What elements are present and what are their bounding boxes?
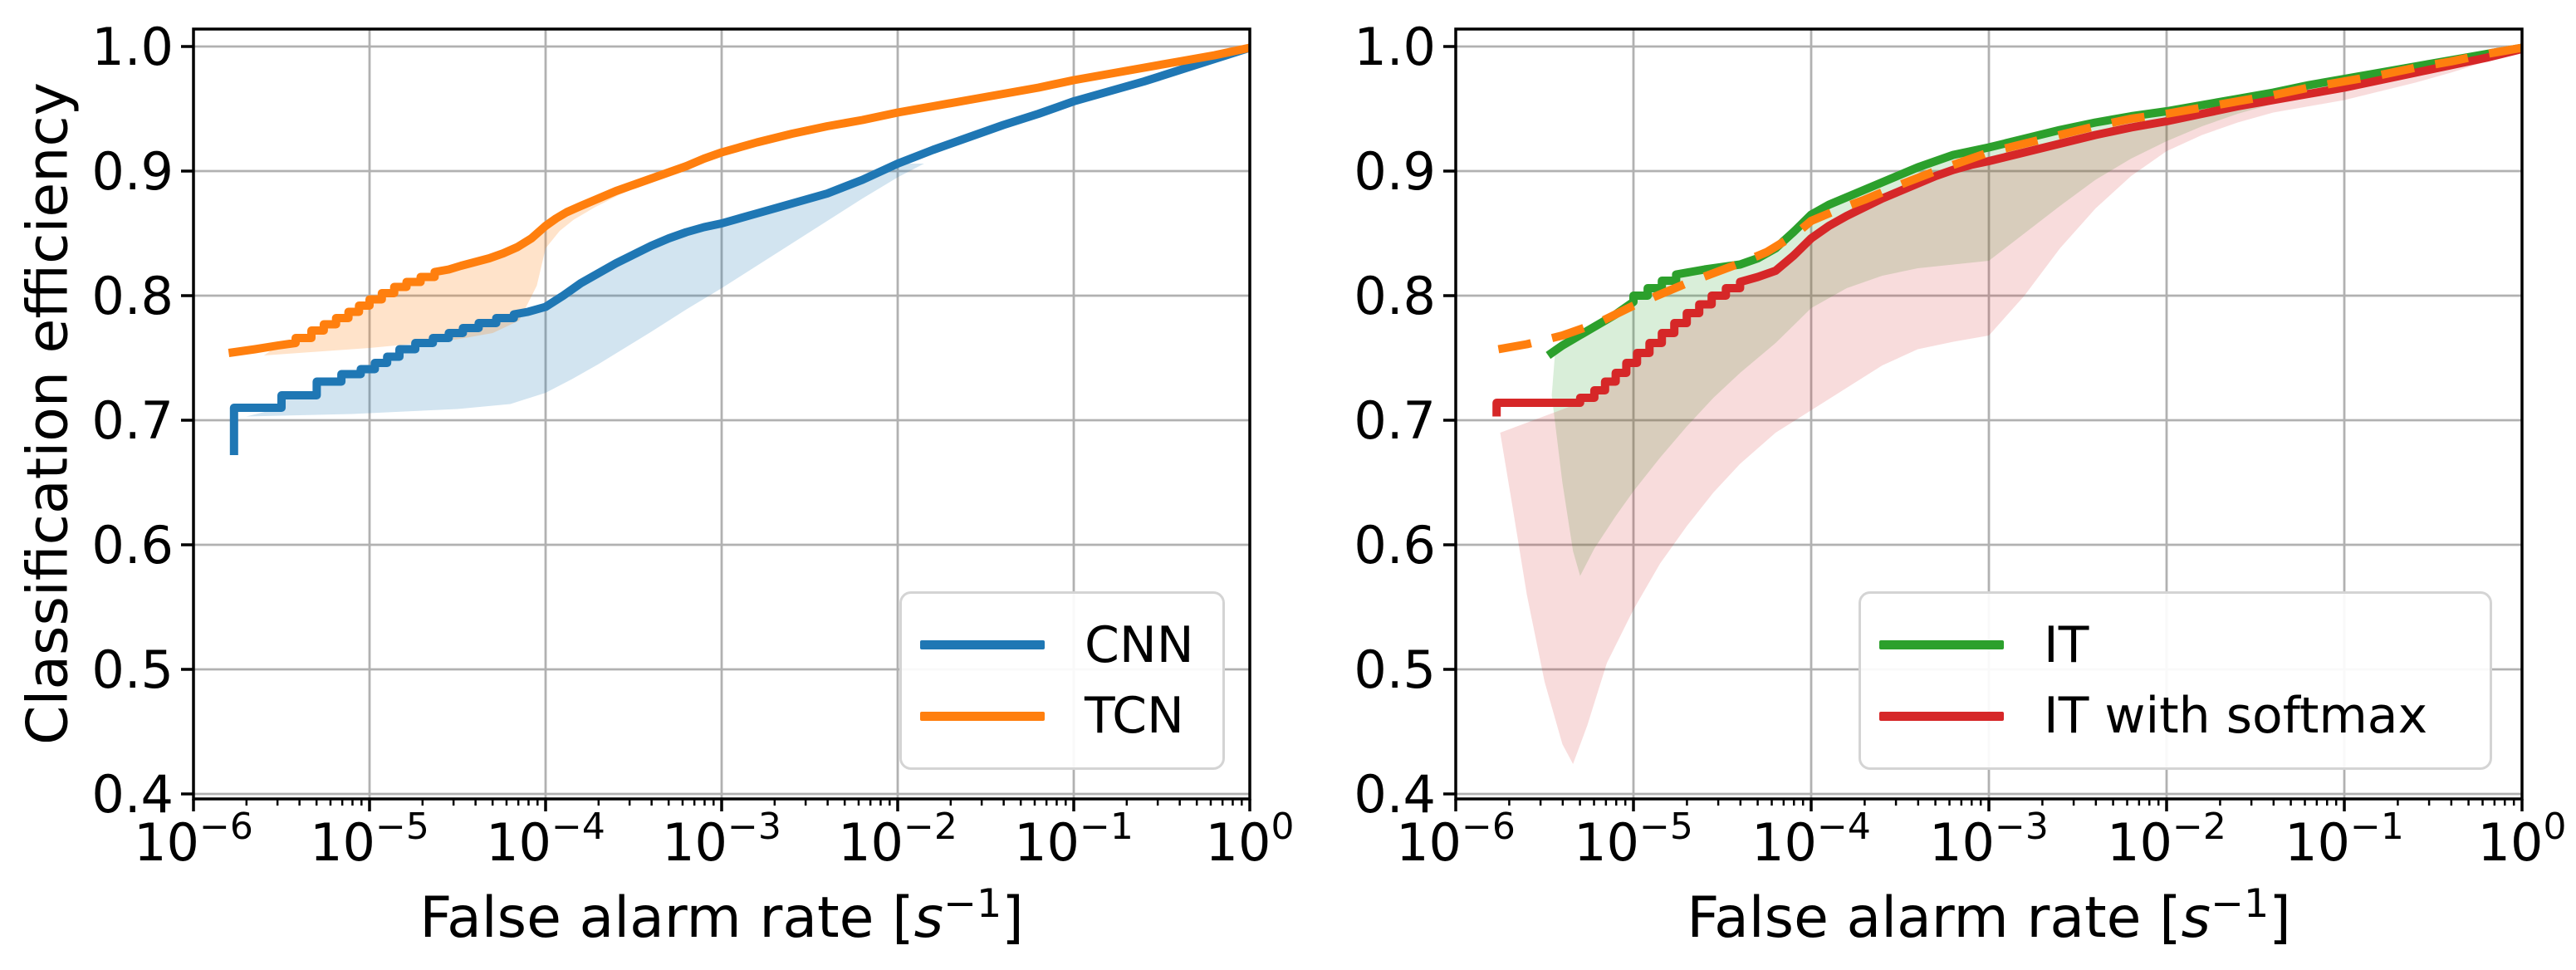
it-with-softmax-confidence-band — [1500, 49, 2522, 764]
x-axis-label-text: False alarm rate [ — [1687, 884, 2182, 951]
x-axis-label-right: False alarm rate [s−1] — [1687, 881, 2291, 951]
y-tick-label: 0.7 — [1354, 390, 1436, 451]
x-axis-label-suffix: ] — [2269, 884, 2291, 951]
y-tick-label: 0.5 — [1354, 639, 1436, 700]
x-tick-label: 100 — [1206, 806, 1295, 873]
x-tick-label: 10−3 — [662, 806, 781, 873]
legend-label-it-softmax: IT with softmax — [2044, 687, 2428, 746]
legend-entry-it: IT — [1861, 620, 2490, 670]
x-axis-label-variable: s — [913, 884, 944, 951]
y-tick-label: 0.9 — [91, 141, 174, 202]
x-axis-label-variable: s — [2181, 884, 2211, 951]
x-tick-label: 10−2 — [2107, 806, 2226, 873]
x-axis-label-left: False alarm rate [s−1] — [419, 881, 1024, 951]
y-tick-label: 0.4 — [1354, 764, 1436, 825]
it-line-sample — [1879, 640, 2004, 650]
x-tick-label: 10−5 — [1574, 806, 1693, 873]
legend-label-cnn: CNN — [1085, 615, 1194, 674]
y-tick-label: 1.0 — [1354, 17, 1436, 77]
legend-entry-it-softmax: IT with softmax — [1861, 691, 2490, 741]
cnn-curve — [229, 43, 1250, 455]
y-tick-label: 0.8 — [91, 266, 174, 326]
x-tick-label: 10−5 — [310, 806, 429, 873]
y-tick-label: 0.6 — [91, 515, 174, 576]
x-tick-label: 10−1 — [2285, 806, 2404, 873]
legend-label-it: IT — [2044, 615, 2089, 674]
x-tick-label: 10−1 — [1014, 806, 1134, 873]
y-tick-label: 0.8 — [1354, 266, 1436, 326]
y-tick-label: 0.4 — [91, 764, 174, 825]
y-axis-label: Classification efficiency — [15, 82, 81, 745]
tcn-line-sample — [920, 711, 1045, 721]
x-axis-label-text: False alarm rate [ — [419, 884, 914, 951]
dashed-orange-reference-curve — [1497, 43, 2522, 354]
x-tick-label: 10−2 — [838, 806, 957, 873]
x-tick-label: 10−6 — [1396, 806, 1516, 873]
y-tick-label: 0.5 — [91, 639, 174, 700]
tcn-confidence-band — [263, 152, 722, 355]
x-axis-label-suffix: ] — [1002, 884, 1024, 951]
x-axis-label-superscript: −1 — [943, 881, 1002, 928]
x-axis-label-superscript: −1 — [2211, 881, 2270, 928]
cnn-line-sample — [920, 640, 1045, 650]
y-tick-label: 0.6 — [1354, 515, 1436, 576]
y-tick-label: 0.7 — [91, 390, 174, 451]
it-softmax-line-sample — [1879, 711, 2004, 721]
x-tick-label: 10−4 — [1751, 806, 1871, 873]
x-tick-label: 10−4 — [486, 806, 605, 873]
y-tick-label: 0.9 — [1354, 141, 1436, 202]
x-tick-label: 10−6 — [134, 806, 253, 873]
x-tick-label: 10−3 — [1929, 806, 2049, 873]
left-subplot: 10−6 10−5 10−4 10−3 10−2 10−1 100 0.4 0.5 0.6 0.7 0… — [91, 17, 1294, 873]
legend-label-tcn: TCN — [1085, 687, 1184, 746]
it-with-softmax-curve — [1492, 45, 2522, 417]
legend-right: IT IT with softmax — [1859, 591, 2492, 770]
legend-entry-tcn: TCN — [902, 691, 1222, 741]
y-tick-label: 1.0 — [91, 17, 174, 77]
it-confidence-band — [1551, 79, 2344, 576]
legend-entry-cnn: CNN — [902, 620, 1222, 670]
tcn-curve — [228, 43, 1250, 357]
x-tick-label: 100 — [2478, 806, 2567, 873]
legend-left: CNN TCN — [899, 591, 1225, 770]
